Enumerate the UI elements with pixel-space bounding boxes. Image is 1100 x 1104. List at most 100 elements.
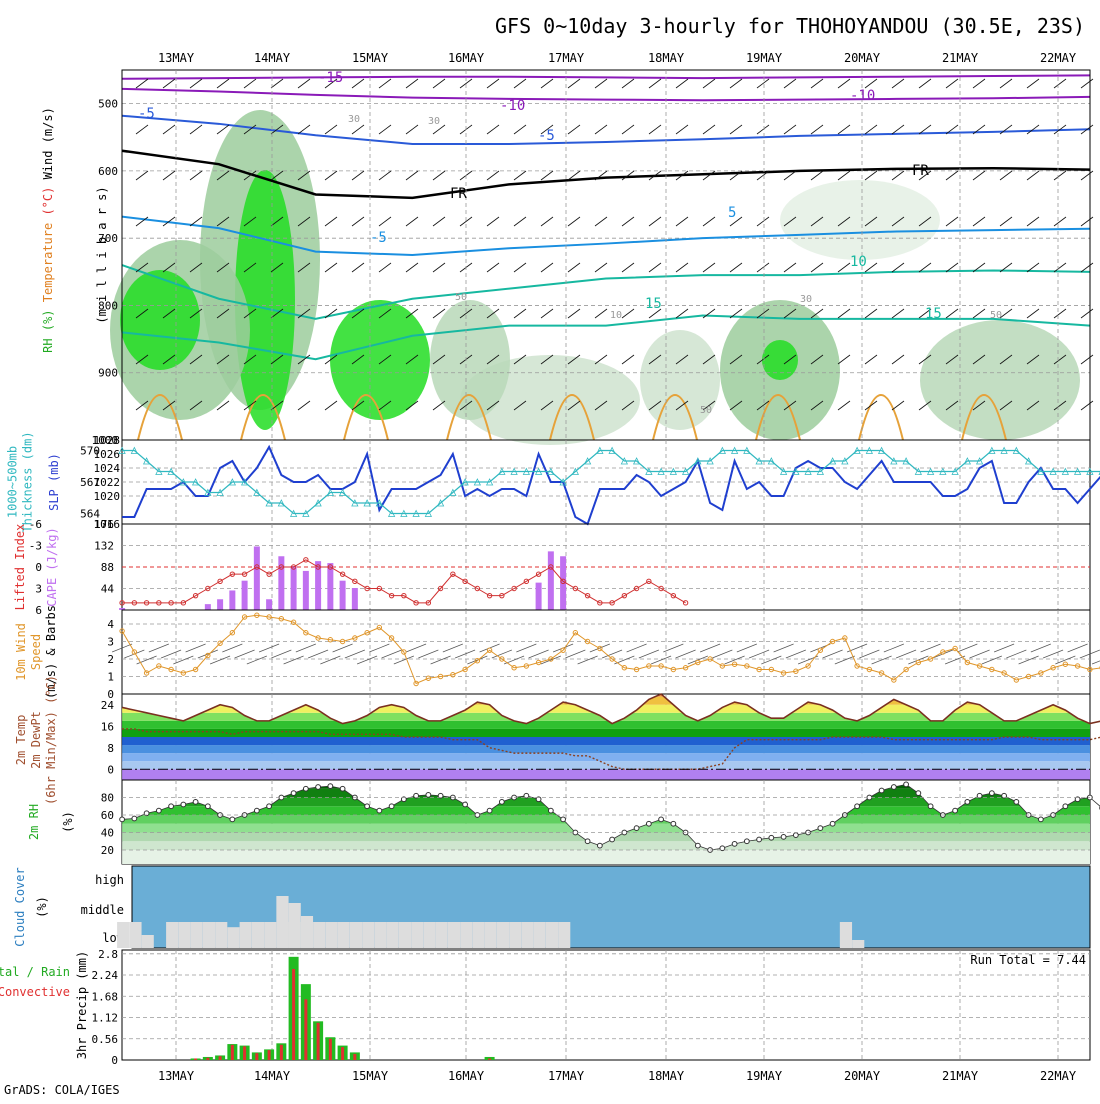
- date-label-bottom: 17MAY: [548, 1069, 585, 1083]
- rh-marker: [340, 786, 345, 791]
- surface-wind-barb: [786, 650, 806, 658]
- cloud-low-bar: [362, 922, 374, 948]
- slp-axis-label-line: SLP (mb): [47, 453, 61, 511]
- surface-wind-barb: [137, 656, 157, 664]
- rh-marker: [646, 821, 651, 826]
- date-label-bottom: 18MAY: [648, 1069, 685, 1083]
- precip-axis-label: 3hr Precip (mm): [75, 951, 89, 1059]
- date-label-bottom: 22MAY: [1040, 1069, 1077, 1083]
- wind10-axis-label-line: Speed: [29, 634, 43, 670]
- contour-label: 50: [990, 310, 1002, 321]
- cloud-low-bar: [178, 922, 190, 948]
- rh-marker: [989, 791, 994, 796]
- thick-tick: 570: [80, 445, 100, 458]
- rh-marker: [695, 843, 700, 848]
- rh-marker: [156, 808, 161, 813]
- precip-conv-bar: [488, 1058, 491, 1060]
- temp2-axis-label-line: 2m Temp: [14, 715, 28, 766]
- surface-wind-barb: [455, 650, 475, 658]
- contour-label: 5: [728, 205, 736, 221]
- li-tick: -6: [29, 518, 42, 531]
- date-label-bottom: 20MAY: [844, 1069, 881, 1083]
- rh-tick: 20: [101, 844, 114, 857]
- cloud-low-bar: [558, 922, 570, 948]
- rh-bands: [122, 780, 1090, 868]
- surface-wind-barb: [627, 644, 647, 652]
- surface-wind-barb: [994, 644, 1014, 652]
- rh-marker: [291, 791, 296, 796]
- pressure-tick: 500: [98, 98, 118, 111]
- rh-marker: [426, 792, 431, 797]
- date-label-top: 16MAY: [448, 51, 485, 65]
- cape-bar: [205, 604, 211, 610]
- rh-band: [122, 833, 1090, 842]
- slp-line: [122, 447, 1100, 524]
- cape-bar: [217, 599, 223, 610]
- surface-wind-barb: [1092, 656, 1100, 664]
- precip-conv-bar: [268, 1050, 271, 1060]
- rh-band: [122, 824, 1090, 833]
- rh-marker: [561, 817, 566, 822]
- thick-tick: 567: [80, 476, 100, 489]
- rh-shading: [762, 340, 798, 380]
- rh2-unit-label: (%): [61, 811, 75, 833]
- li-tick: 6: [35, 604, 42, 617]
- run-total-label: Run Total = 7.44: [970, 953, 1086, 967]
- surface-wind-barb: [1031, 644, 1051, 652]
- precip-total-label: Total / Rain: [0, 965, 70, 979]
- surface-wind-barb: [725, 656, 745, 664]
- surface-wind-barb: [1043, 650, 1063, 658]
- rh-marker: [634, 826, 639, 831]
- date-label-top: 19MAY: [746, 51, 783, 65]
- rh-shading: [780, 180, 940, 260]
- temp-band: [122, 729, 1090, 737]
- temp-band: [122, 705, 1090, 713]
- contour-label: 15: [925, 306, 942, 322]
- precip-conv-bar: [280, 1045, 283, 1060]
- contour-label: 10: [610, 310, 622, 321]
- rh-marker: [744, 839, 749, 844]
- cloud-level-label: high: [95, 873, 124, 887]
- precip-tick: 2.8: [98, 948, 118, 961]
- temp-band: [122, 761, 1090, 769]
- surface-wind-barb: [1019, 656, 1039, 664]
- surface-wind-barb: [565, 650, 585, 658]
- surface-wind-barb: [247, 656, 267, 664]
- surface-wind-barb: [700, 644, 720, 652]
- surface-wind-barb: [529, 650, 549, 658]
- rh-marker: [193, 799, 198, 804]
- contour-label: 15: [645, 296, 662, 312]
- surface-wind-barb: [1006, 650, 1026, 658]
- slp-tick: 1024: [94, 462, 121, 475]
- contour-label: -5: [138, 106, 155, 122]
- cape-bar: [548, 551, 554, 610]
- li-axis-label: Lifted Index: [13, 524, 27, 611]
- rh2-axis-label-line: 2m RH: [27, 804, 41, 840]
- li-line: [122, 560, 686, 603]
- temp-band: [122, 697, 1090, 705]
- cloud-unit-label: (%): [35, 896, 49, 918]
- contour-label: FR: [450, 186, 467, 202]
- precip-tick: 2.24: [92, 969, 119, 982]
- surface-wind-barb: [896, 650, 916, 658]
- cloud-low-bar: [411, 922, 423, 948]
- rh-band: [122, 850, 1090, 868]
- cape-bar: [352, 588, 358, 610]
- upper-axis-label-seg: (°C): [41, 179, 55, 215]
- temp2-axis-label-line: (6hr Min/Max) (°C): [44, 675, 58, 805]
- cloud-low-bar: [240, 922, 252, 948]
- surface-wind-barb: [296, 644, 316, 652]
- rh-marker: [610, 837, 615, 842]
- rh-marker: [365, 804, 370, 809]
- temp2-axis-label-line: 2m DewPt: [29, 711, 43, 769]
- cloud-low-bar: [485, 922, 497, 948]
- surface-wind-barb: [872, 656, 892, 664]
- rh-marker: [781, 834, 786, 839]
- surface-wind-barb: [149, 644, 169, 652]
- cloud-mid-bar: [289, 903, 301, 948]
- rh-tick: 80: [101, 792, 114, 805]
- rh-marker: [499, 799, 504, 804]
- rh-marker: [487, 808, 492, 813]
- rh-marker: [891, 785, 896, 790]
